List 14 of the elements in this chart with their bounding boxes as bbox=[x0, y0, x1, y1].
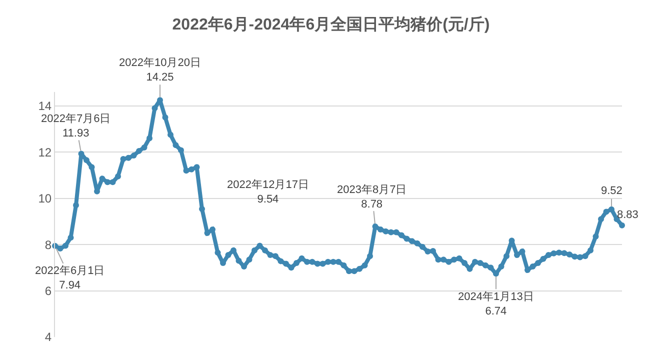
annotation: 2023年8月7日 8.78 bbox=[337, 184, 407, 210]
y-tick-label: 14 bbox=[38, 99, 52, 114]
annotation: 8.83 bbox=[617, 209, 638, 221]
annotation: 2022年10月20日 14.25 bbox=[119, 57, 201, 84]
y-tick-label: 6 bbox=[44, 284, 52, 298]
annotation: 2022年12月17日 9.54 bbox=[227, 179, 309, 206]
y-tick-label: 12 bbox=[38, 145, 52, 160]
annotation: 2022年7月6日 11.93 bbox=[41, 113, 111, 140]
chart-title: 2022年6月-2024年6月全国日平均猪价(元/斤) bbox=[172, 15, 490, 34]
y-tick-label: 4 bbox=[44, 330, 52, 344]
annotation: 9.52 bbox=[601, 185, 622, 197]
annotation: 2024年1月13日 6.74 bbox=[458, 291, 534, 318]
y-tick-label: 8 bbox=[44, 238, 52, 252]
y-tick-label: 10 bbox=[38, 192, 52, 206]
